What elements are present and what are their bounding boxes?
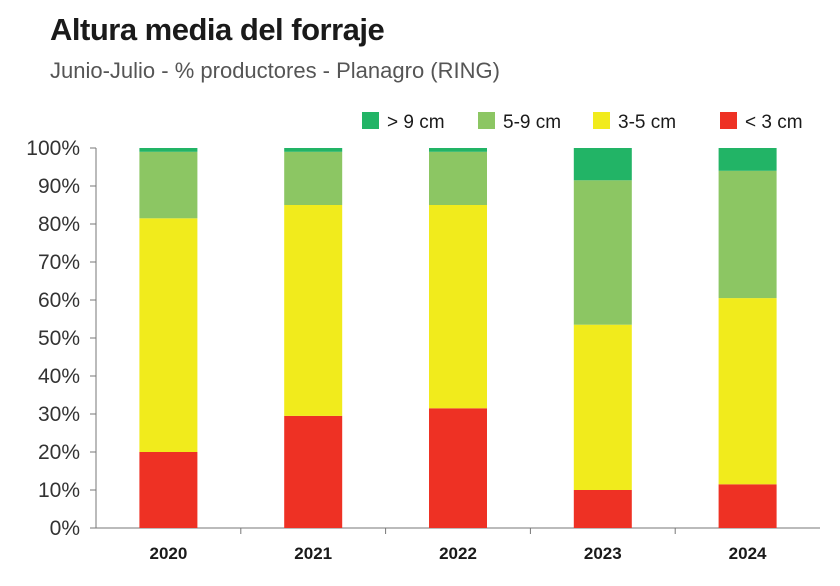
y-tick-label: 70% — [38, 251, 80, 274]
bar-2020-gt-9-cm — [139, 148, 198, 152]
bar-2021-3-5-cm — [284, 205, 343, 416]
y-tick-label: 0% — [50, 517, 80, 540]
legend: > 9 cm 5-9 cm 3-5 cm < 3 cm — [362, 112, 803, 133]
x-tick-label: 2023 — [584, 544, 622, 563]
x-tick-label: 2020 — [149, 544, 187, 563]
axes: 0% 10% 20% 30% 40% 50% 60% 70% 80% 90% 100% 2020 202… — [26, 137, 820, 563]
bar-2021-lt-3-cm — [284, 415, 343, 528]
bar-2023-3-5-cm — [573, 324, 632, 490]
bar-2024-5-9-cm — [718, 170, 777, 299]
bar-2020-5-9-cm — [139, 151, 198, 219]
x-tick-label: 2022 — [439, 544, 477, 563]
legend-swatch-5-9-cm — [478, 112, 495, 129]
bar-2020-3-5-cm — [139, 218, 198, 452]
y-tick-label: 60% — [38, 289, 80, 312]
legend-label-gt-9-cm: > 9 cm — [387, 112, 445, 133]
x-tick-label: 2024 — [729, 544, 767, 563]
y-tick-label: 80% — [38, 213, 80, 236]
legend-swatch-3-5-cm — [593, 112, 610, 129]
bar-2022-3-5-cm — [429, 205, 487, 409]
legend-label-3-5-cm: 3-5 cm — [618, 112, 676, 133]
legend-label-lt-3-cm: < 3 cm — [745, 112, 803, 133]
bars — [139, 148, 777, 528]
legend-swatch-lt-3-cm — [720, 112, 737, 129]
bar-2024-gt-9-cm — [718, 148, 777, 171]
bar-2024-3-5-cm — [718, 298, 777, 485]
y-tick-label: 20% — [38, 441, 80, 464]
chart-title: Altura media del forraje — [50, 12, 385, 47]
bar-2020-lt-3-cm — [139, 452, 198, 528]
bar-2023-5-9-cm — [573, 180, 632, 325]
chart-subtitle: Junio-Julio - % productores - Planagro (… — [50, 58, 500, 83]
bar-2022-5-9-cm — [429, 151, 487, 205]
y-tick-label: 10% — [38, 479, 80, 502]
bar-2022-lt-3-cm — [429, 408, 487, 528]
y-tick-label: 50% — [38, 327, 80, 350]
y-tick-label: 100% — [26, 137, 80, 160]
x-tick-label: 2021 — [294, 544, 332, 563]
y-tick-label: 30% — [38, 403, 80, 426]
bar-2024-lt-3-cm — [718, 484, 777, 528]
bar-2021-gt-9-cm — [284, 148, 343, 152]
legend-label-5-9-cm: 5-9 cm — [503, 112, 561, 133]
y-tick-label: 40% — [38, 365, 80, 388]
bar-2023-gt-9-cm — [573, 148, 632, 181]
bar-2021-5-9-cm — [284, 151, 343, 205]
bar-2022-gt-9-cm — [429, 148, 487, 152]
legend-swatch-gt-9-cm — [362, 112, 379, 129]
y-tick-label: 90% — [38, 175, 80, 198]
bar-2023-lt-3-cm — [573, 490, 632, 528]
